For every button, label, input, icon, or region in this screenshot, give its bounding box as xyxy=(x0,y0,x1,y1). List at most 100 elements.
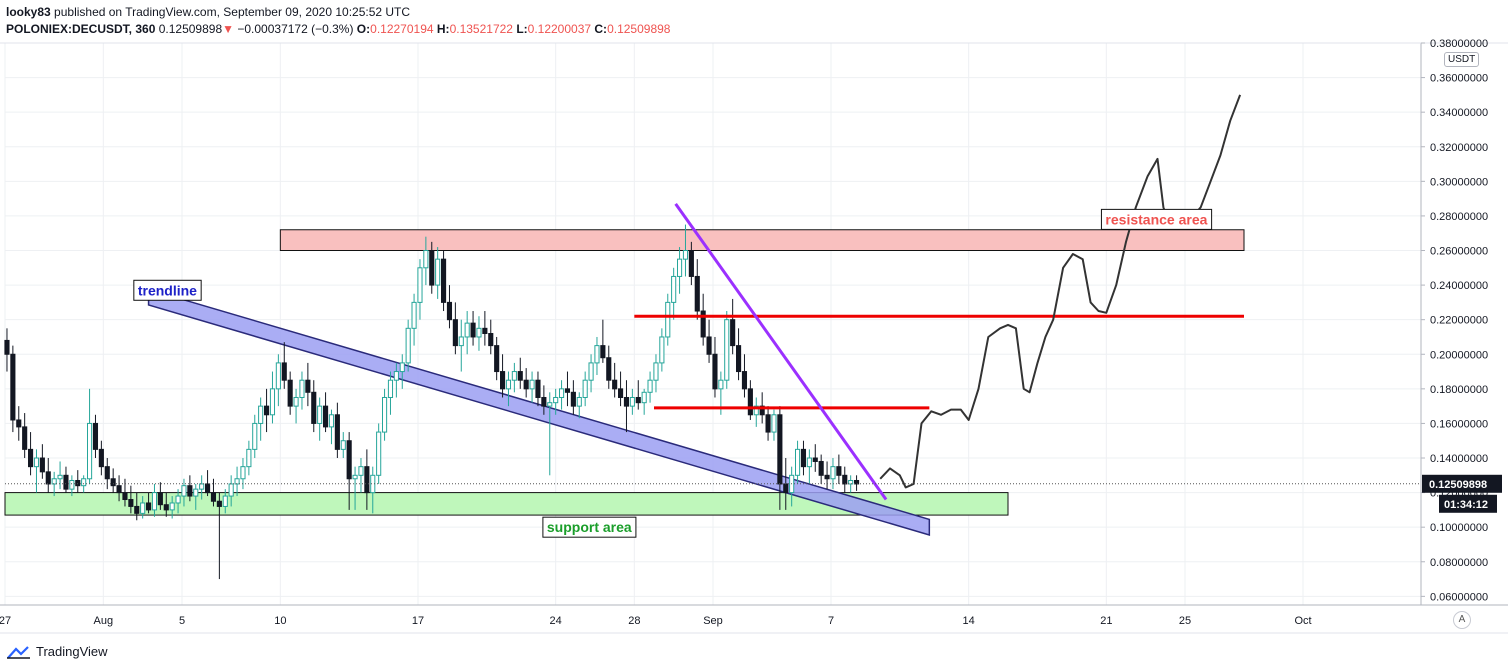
tradingview-cloud-icon xyxy=(7,645,30,659)
tradingview-logo[interactable]: TradingView xyxy=(6,644,108,659)
candle-body xyxy=(836,466,842,476)
candle-body xyxy=(328,414,335,428)
candle-body xyxy=(146,502,152,511)
time-tick-label: 10 xyxy=(274,615,286,627)
time-tick-label: 24 xyxy=(550,615,562,627)
candle-body xyxy=(494,345,500,373)
candle-body xyxy=(665,301,671,338)
candle-body xyxy=(700,310,706,338)
candle-body xyxy=(677,258,683,277)
candle-body xyxy=(576,396,582,407)
candle-body xyxy=(69,479,75,490)
price-tick-label: 0.30000000 xyxy=(1430,176,1488,188)
candle-body xyxy=(323,405,329,428)
candle-body xyxy=(399,362,405,373)
candle-body xyxy=(423,250,429,269)
currency-badge[interactable]: USDT xyxy=(1444,52,1480,67)
candle-body xyxy=(281,362,287,381)
candle-body xyxy=(641,391,647,404)
price-tick-label: 0.22000000 xyxy=(1430,315,1488,327)
candle-body xyxy=(216,500,222,507)
candle-body xyxy=(376,431,382,476)
candle-body xyxy=(482,327,488,335)
candle-body xyxy=(140,502,146,514)
close-value: 0.12509898 xyxy=(607,22,671,36)
high-label: H: xyxy=(436,22,450,36)
price-tick-label: 0.20000000 xyxy=(1430,349,1488,361)
candle-body xyxy=(222,495,228,507)
candle-body xyxy=(393,371,399,381)
price-tick-label: 0.32000000 xyxy=(1430,142,1488,154)
candle-body xyxy=(258,405,264,424)
candle-body xyxy=(405,327,411,364)
change-value: −0.00037172 (−0.3%) xyxy=(237,22,354,36)
candle-body xyxy=(240,466,246,480)
candle-body xyxy=(777,414,783,485)
candle-body xyxy=(712,353,718,390)
candle-body xyxy=(205,483,211,494)
candle-body xyxy=(830,466,836,480)
candle-body xyxy=(488,333,494,347)
candle-body xyxy=(33,457,40,468)
candle-body xyxy=(800,448,807,468)
support-area-zone xyxy=(4,492,1009,516)
candle-body xyxy=(824,474,830,480)
ohlc-legend: POLONIEX:DECUSDT, 360 0.12509898▼ −0.000… xyxy=(6,22,670,36)
candle-body xyxy=(429,250,435,286)
auto-scale-button[interactable]: A xyxy=(1453,611,1471,629)
candle-body xyxy=(293,396,299,407)
candle-body xyxy=(671,275,677,303)
time-tick-label: 28 xyxy=(628,615,640,627)
candle-body xyxy=(570,391,576,407)
time-tick-label: 17 xyxy=(412,615,424,627)
candle-body xyxy=(535,379,541,398)
candle-body xyxy=(346,440,352,480)
annotation-resistance-area: resistance area xyxy=(1105,211,1207,227)
candle-body xyxy=(39,457,45,473)
price-tick-label: 0.36000000 xyxy=(1430,73,1488,85)
candle-body xyxy=(417,267,423,303)
price-tick-label: 0.28000000 xyxy=(1430,211,1488,223)
candle-body xyxy=(854,479,860,485)
price-tick-label: 0.38000000 xyxy=(1430,38,1488,50)
time-tick-label: 5 xyxy=(179,615,185,627)
candle-body xyxy=(110,478,116,487)
candle-body xyxy=(783,483,789,494)
candle-body xyxy=(647,379,653,393)
candle-body xyxy=(169,502,175,511)
open-label: O: xyxy=(356,22,371,36)
candle-body xyxy=(10,353,16,421)
time-tick-label: 7 xyxy=(828,615,834,627)
symbol-label[interactable]: POLONIEX:DECUSDT, 360 xyxy=(6,22,156,36)
candle-body xyxy=(653,362,659,381)
candle-body xyxy=(753,405,759,416)
candle-body xyxy=(199,483,205,490)
candle-body xyxy=(623,396,630,407)
candle-body xyxy=(458,336,464,347)
price-tick-label: 0.06000000 xyxy=(1430,591,1488,603)
candle-body xyxy=(364,466,370,494)
candle-body xyxy=(157,492,163,506)
candle-body xyxy=(87,422,93,480)
candle-body xyxy=(500,371,506,390)
candle-body xyxy=(22,426,28,450)
price-tick-label: 0.10000000 xyxy=(1430,522,1488,534)
candle-body xyxy=(464,322,470,338)
candle-body xyxy=(246,448,252,468)
candle-body xyxy=(382,396,388,433)
annotation-box xyxy=(542,516,637,538)
low-label: L: xyxy=(516,22,528,36)
last-value: 0.12509898 xyxy=(158,22,223,36)
candle-body xyxy=(759,405,765,416)
candle-body xyxy=(771,414,777,433)
candle-body xyxy=(446,301,453,321)
time-tick-label: 25 xyxy=(1179,615,1191,627)
candle-body xyxy=(741,371,748,390)
candle-body xyxy=(795,448,801,476)
price-tick-label: 0.16000000 xyxy=(1430,418,1488,430)
author-name[interactable]: looky83 xyxy=(6,5,51,19)
candle-body xyxy=(387,379,394,398)
candle-body xyxy=(128,499,134,507)
candle-body xyxy=(151,492,158,511)
